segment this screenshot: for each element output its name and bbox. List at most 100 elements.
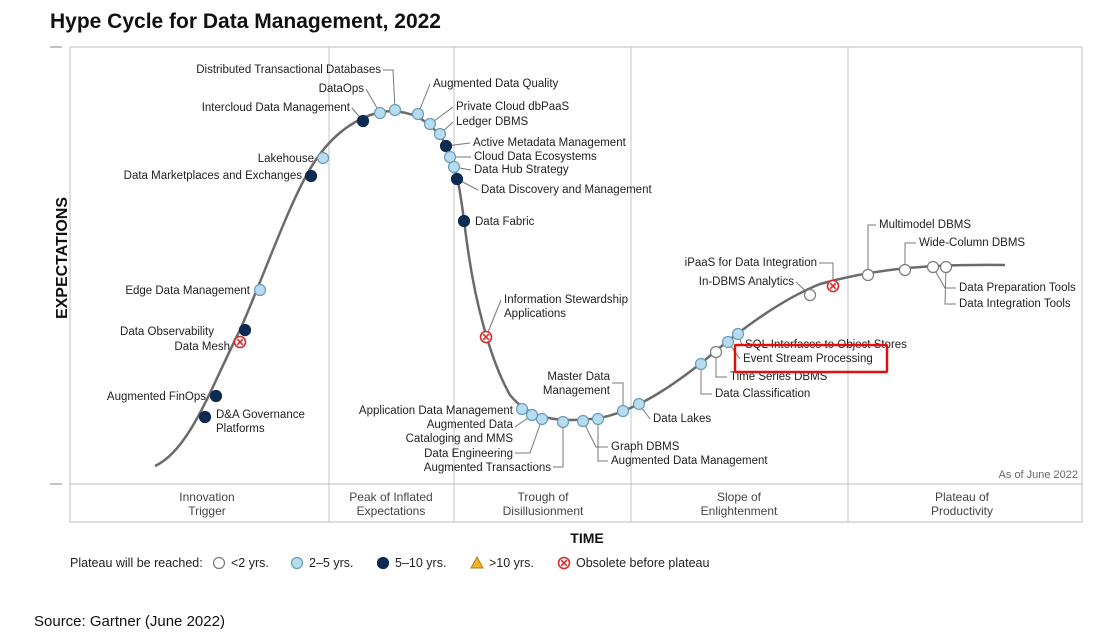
marker-application-data-management [515, 402, 529, 416]
label-ledger-dbms: Ledger DBMS [456, 116, 529, 128]
marker-data-classification [694, 357, 708, 371]
label-master-data-management-line-2: Management [543, 385, 611, 397]
label-ledger-dbms-line-1: Ledger DBMS [456, 116, 529, 128]
phase-label-4-line-2: Enlightenment [701, 504, 778, 518]
label-data-classification: Data Classification [715, 388, 810, 400]
label-distributed-transactional-databases: Distributed Transactional Databases [196, 64, 381, 76]
label-edge-data-management: Edge Data Management [125, 285, 250, 297]
legend-marker-2to5 [290, 556, 304, 570]
label-augmented-data-quality-line-1: Augmented Data Quality [433, 78, 559, 90]
leader-graph-dbms [582, 420, 608, 448]
leader-data-integration-tools [944, 266, 956, 305]
label-time-series-dbms: Time Series DBMS [730, 371, 828, 383]
phase-label-3-line-2: Disillusionment [503, 504, 584, 518]
marker-data-discovery-and-management [450, 172, 464, 186]
phase-label-5-line-1: Plateau of [935, 490, 990, 504]
legend-label-lt2: <2 yrs. [231, 556, 269, 570]
label-master-data-management-line-1: Master Data [547, 371, 610, 383]
marker-cloud-data-ecosystems [443, 150, 457, 164]
marker-active-metadata-management [439, 139, 453, 153]
label-augmented-data-cataloging-and-mms-line-2: Cataloging and MMS [406, 433, 514, 445]
marker-lakehouse [316, 151, 330, 165]
legend-marker-5to10 [376, 556, 390, 570]
marker-d-a-governance-platforms [198, 410, 212, 424]
marker-dataops [373, 106, 387, 120]
label-active-metadata-management: Active Metadata Management [473, 137, 627, 149]
marker-data-integration-tools [939, 260, 953, 274]
leader-data-classification [700, 364, 712, 395]
label-ipaas-for-data-integration: iPaaS for Data Integration [685, 257, 817, 269]
label-multimodel-dbms: Multimodel DBMS [879, 219, 971, 231]
marker-augmented-data-management [591, 412, 605, 426]
label-data-engineering-line-1: Data Engineering [424, 448, 513, 460]
marker-private-cloud-dbpaas [423, 117, 437, 131]
label-augmented-data-cataloging-and-mms-line-1: Augmented Data [427, 419, 514, 431]
label-data-lakes-line-1: Data Lakes [653, 413, 711, 425]
label-data-hub-strategy-line-1: Data Hub Strategy [474, 164, 569, 176]
marker-data-engineering [535, 412, 549, 426]
label-data-mesh: Data Mesh [174, 341, 230, 353]
label-data-fabric: Data Fabric [475, 216, 535, 228]
marker-ledger-dbms [433, 127, 447, 141]
label-distributed-transactional-databases-line-1: Distributed Transactional Databases [196, 64, 381, 76]
marker-edge-data-management [253, 283, 267, 297]
marker-augmented-data-cataloging-and-mms [525, 408, 539, 422]
highlight-box [733, 343, 889, 374]
marker-graph-dbms [576, 414, 590, 428]
label-lakehouse-line-1: Lakehouse [258, 153, 314, 165]
label-cloud-data-ecosystems-line-1: Cloud Data Ecosystems [474, 151, 597, 163]
label-data-marketplaces-and-exchanges-line-1: Data Marketplaces and Exchanges [124, 170, 303, 182]
label-application-data-management-line-1: Application Data Management [359, 405, 514, 417]
phase-label-3-line-1: Trough of [518, 490, 570, 504]
leader-augmented-transactions [553, 422, 564, 468]
label-wide-column-dbms: Wide-Column DBMS [919, 237, 1025, 249]
legend-title: Plateau will be reached: [70, 556, 203, 570]
label-data-preparation-tools-line-1: Data Preparation Tools [959, 282, 1076, 294]
label-time-series-dbms-line-1: Time Series DBMS [730, 371, 828, 383]
as-of-note: As of June 2022 [998, 469, 1078, 481]
phase-label-4-line-1: Slope of [717, 490, 762, 504]
label-data-observability: Data Observability [120, 326, 214, 338]
marker-data-lakes [632, 397, 646, 411]
label-cloud-data-ecosystems: Cloud Data Ecosystems [474, 151, 597, 163]
marker-data-mesh [233, 335, 247, 349]
phase-label-2-line-1: Peak of Inflated [349, 490, 432, 504]
source-note: Source: Gartner (June 2022) [34, 613, 225, 630]
phase-label-1-line-1: Innovation [179, 490, 234, 504]
label-data-observability-line-1: Data Observability [120, 326, 214, 338]
legend: Plateau will be reached: <2 yrs. 2–5 yrs. 5… [70, 555, 709, 570]
leader-distributed-transactional-databases [383, 69, 396, 111]
label-augmented-data-cataloging-and-mms: Augmented Data Cataloging and MMS [406, 419, 514, 445]
marker-multimodel-dbms [861, 268, 875, 282]
label-event-stream-processing-line-1: Event Stream Processing [743, 353, 873, 365]
label-graph-dbms-line-1: Graph DBMS [611, 441, 680, 453]
label-data-fabric-line-1: Data Fabric [475, 216, 535, 228]
label-private-cloud-dbpaas-line-1: Private Cloud dbPaaS [456, 101, 569, 113]
leader-information-stewardship-applications [485, 299, 502, 338]
label-data-hub-strategy: Data Hub Strategy [474, 164, 569, 176]
marker-data-preparation-tools [926, 260, 940, 274]
marker-data-fabric [457, 214, 471, 228]
marker-master-data-management [616, 404, 630, 418]
phase-label-5-line-2: Productivity [931, 504, 993, 518]
label-master-data-management: Master Data Management [543, 371, 611, 397]
marker-in-dbms-analytics [803, 288, 817, 302]
legend-label-gt10: >10 yrs. [489, 556, 534, 570]
label-augmented-finops: Augmented FinOps [107, 391, 206, 403]
leader-data-engineering [515, 418, 543, 454]
label-application-data-management: Application Data Management [359, 405, 514, 417]
label-data-lakes: Data Lakes [653, 413, 711, 425]
hype-curve [154, 110, 1006, 468]
label-data-integration-tools-line-1: Data Integration Tools [959, 298, 1071, 310]
chart-title: Hype Cycle for Data Management, 2022 [50, 10, 441, 33]
label-augmented-transactions: Augmented Transactions [424, 462, 551, 474]
label-intercloud-data-management: Intercloud Data Management [202, 102, 351, 114]
label-in-dbms-analytics: In-DBMS Analytics [699, 276, 794, 288]
label-data-discovery-and-management-line-1: Data Discovery and Management [481, 184, 652, 196]
leader-master-data-management [612, 382, 624, 411]
label-augmented-transactions-line-1: Augmented Transactions [424, 462, 551, 474]
marker-augmented-finops [209, 389, 223, 403]
marker-sql-interfaces-to-object-stores [731, 327, 745, 341]
marker-distributed-transactional-databases [388, 103, 402, 117]
